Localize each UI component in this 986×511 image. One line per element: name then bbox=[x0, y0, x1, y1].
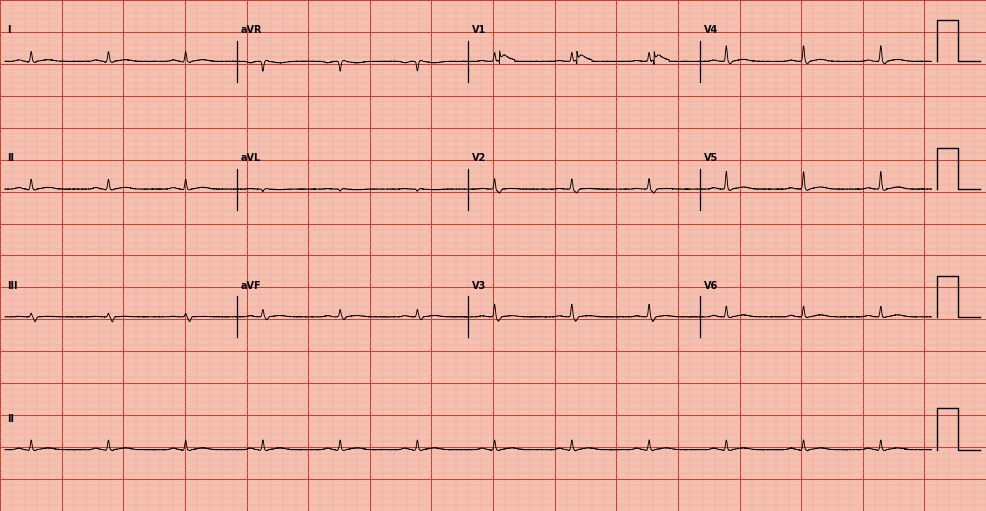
Text: aVR: aVR bbox=[241, 25, 262, 35]
Text: V4: V4 bbox=[704, 25, 718, 35]
Text: I: I bbox=[7, 25, 11, 35]
Text: aVF: aVF bbox=[241, 281, 261, 291]
Text: II: II bbox=[7, 153, 14, 163]
Text: aVL: aVL bbox=[241, 153, 261, 163]
Text: V3: V3 bbox=[472, 281, 486, 291]
Text: V1: V1 bbox=[472, 25, 486, 35]
Text: V2: V2 bbox=[472, 153, 486, 163]
Text: II: II bbox=[7, 413, 14, 424]
Text: V5: V5 bbox=[704, 153, 718, 163]
Text: V6: V6 bbox=[704, 281, 718, 291]
Text: III: III bbox=[7, 281, 18, 291]
